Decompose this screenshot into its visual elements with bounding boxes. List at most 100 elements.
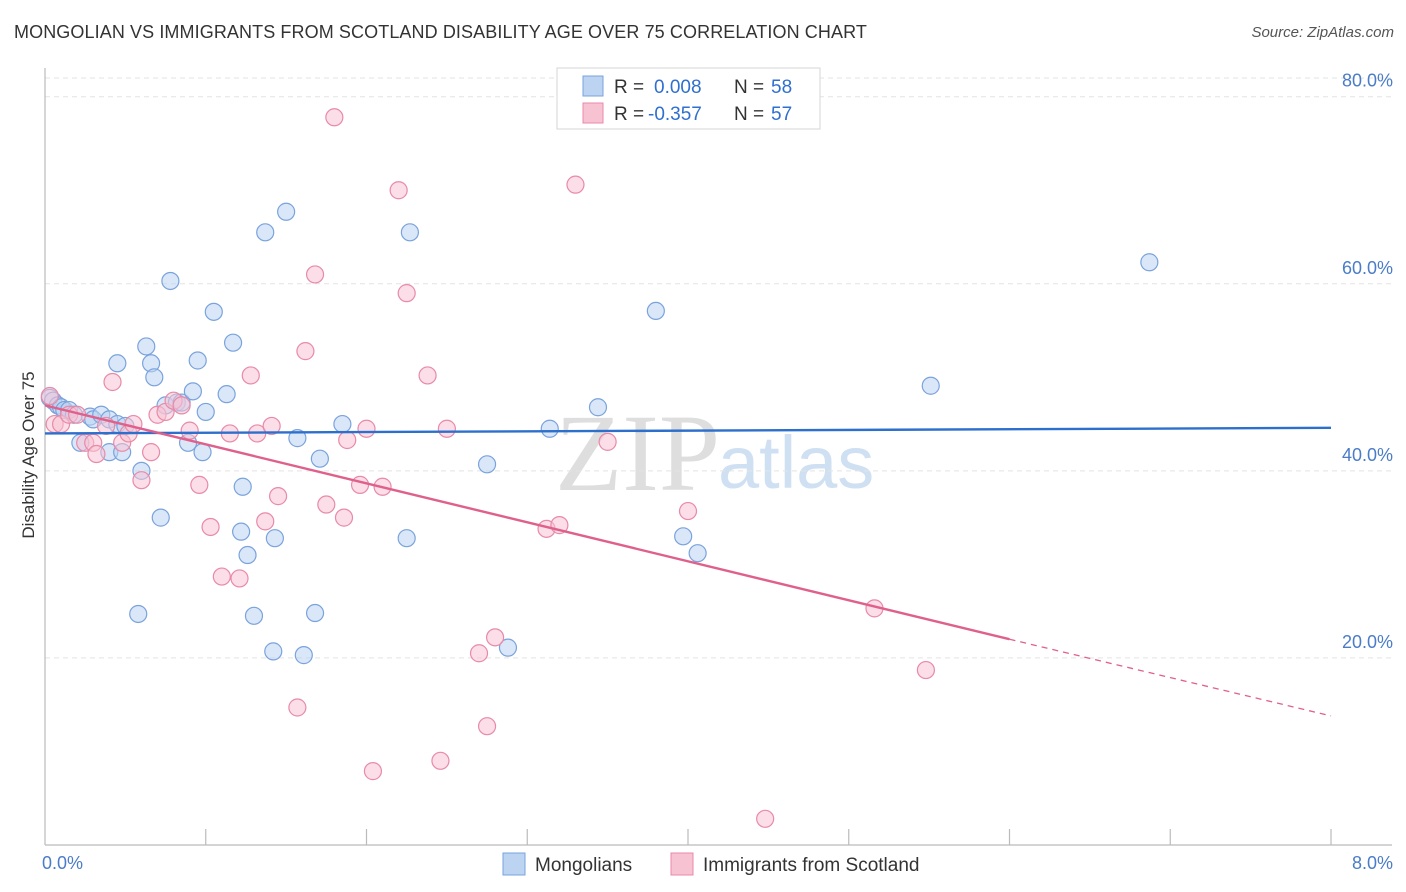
point-mongolians <box>333 414 352 434</box>
point-mongolians <box>588 398 608 417</box>
point-scotland <box>418 366 437 385</box>
legend-r-label-pink: R = <box>614 104 644 125</box>
point-mongolians <box>137 337 156 356</box>
point-scotland <box>172 396 191 415</box>
point-scotland <box>296 342 315 361</box>
point-scotland <box>212 567 231 586</box>
point-scotland <box>201 517 220 537</box>
y-tick-label: 60.0% <box>1342 258 1393 278</box>
point-scotland <box>87 444 106 464</box>
point-scotland <box>334 508 354 527</box>
y-axis-label: Disability Age Over 75 <box>19 371 38 538</box>
point-scotland <box>124 414 143 434</box>
point-mongolians <box>265 529 284 548</box>
point-mongolians <box>129 604 148 624</box>
point-mongolians <box>277 202 296 221</box>
x-tick-label: 8.0% <box>1352 853 1393 873</box>
point-mongolians <box>145 368 164 387</box>
point-mongolians <box>688 544 707 563</box>
point-mongolians <box>646 301 665 321</box>
point-scotland <box>103 372 122 392</box>
point-scotland <box>268 487 288 506</box>
point-mongolians <box>294 646 313 665</box>
point-mongolians <box>921 376 940 395</box>
point-scotland <box>389 181 408 200</box>
point-scotland <box>916 660 936 680</box>
watermark: ZIP atlas <box>555 392 874 514</box>
axes: 20.0% 40.0% 60.0% 80.0% 0.0% 8.0% <box>42 68 1393 873</box>
point-mongolians <box>264 642 283 661</box>
point-mongolians <box>183 382 202 401</box>
point-scotland <box>437 419 456 438</box>
point-scotland <box>363 762 383 781</box>
point-scotland <box>288 698 307 717</box>
point-scotland <box>397 284 416 303</box>
bottom-legend-mongolians: Mongolians <box>535 855 632 876</box>
trend-line-mongolians <box>44 426 1332 435</box>
point-scotland <box>317 495 336 514</box>
legend-r-value-blue: 0.008 <box>654 77 702 98</box>
point-mongolians <box>244 606 264 625</box>
series-mongolians <box>40 202 1159 665</box>
bottom-legend-swatch-pink <box>670 852 694 876</box>
point-scotland <box>241 366 260 385</box>
legend-n-label-pink: N = <box>734 104 764 125</box>
point-scotland <box>132 471 151 490</box>
point-mongolians <box>196 402 215 422</box>
point-mongolians <box>256 223 275 242</box>
correlation-legend: R = 0.008 N = 58 R = -0.357 N = 57 <box>556 67 821 130</box>
point-mongolians <box>108 354 127 373</box>
x-tick-label: 0.0% <box>42 853 83 873</box>
point-mongolians <box>223 333 243 352</box>
point-mongolians <box>540 419 559 438</box>
point-scotland <box>180 421 199 440</box>
point-scotland <box>756 809 775 828</box>
point-scotland <box>357 419 376 438</box>
point-mongolians <box>674 527 693 546</box>
legend-r-value-pink: -0.357 <box>648 104 702 125</box>
legend-n-value-blue: 58 <box>771 77 792 98</box>
point-scotland <box>338 430 357 450</box>
trend-line-scotland <box>44 404 1010 641</box>
point-scotland <box>566 175 585 194</box>
point-mongolians <box>477 455 497 474</box>
source-label: Source: ZipAtlas.com <box>1251 24 1394 41</box>
legend-r-label-blue: R = <box>614 77 644 98</box>
watermark-zip: ZIP <box>555 392 720 514</box>
point-mongolians <box>1140 253 1159 272</box>
series-scotland <box>40 108 936 828</box>
point-scotland <box>230 569 249 588</box>
point-mongolians <box>305 603 325 623</box>
point-mongolians <box>310 449 329 468</box>
bottom-legend-swatch-blue <box>502 852 526 876</box>
watermark-atlas: atlas <box>718 421 874 504</box>
point-mongolians <box>288 429 307 448</box>
trend-lines <box>44 404 1332 717</box>
legend-n-label-blue: N = <box>734 77 764 98</box>
point-scotland <box>262 416 281 436</box>
point-scotland <box>325 108 344 127</box>
point-mongolians <box>161 271 180 291</box>
point-scotland <box>40 386 59 406</box>
legend-swatch-blue <box>582 75 604 97</box>
point-scotland <box>141 443 161 462</box>
point-scotland <box>256 512 275 531</box>
point-scotland <box>350 475 370 494</box>
point-mongolians <box>204 302 223 321</box>
point-scotland <box>486 628 505 647</box>
series-legend: Mongolians Immigrants from Scotland <box>502 852 919 876</box>
point-mongolians <box>400 223 420 242</box>
trend-line-scotland-extension <box>1009 638 1332 717</box>
point-mongolians <box>188 351 207 370</box>
point-scotland <box>598 432 617 451</box>
point-mongolians <box>217 385 236 404</box>
chart-title: MONGOLIAN VS IMMIGRANTS FROM SCOTLAND DI… <box>14 22 867 42</box>
point-mongolians <box>498 638 518 657</box>
point-mongolians <box>233 477 252 496</box>
point-scotland <box>469 644 489 663</box>
legend-n-value-pink: 57 <box>771 104 792 125</box>
y-tick-label: 20.0% <box>1342 632 1393 652</box>
point-mongolians <box>232 522 251 541</box>
point-scotland <box>431 751 450 770</box>
